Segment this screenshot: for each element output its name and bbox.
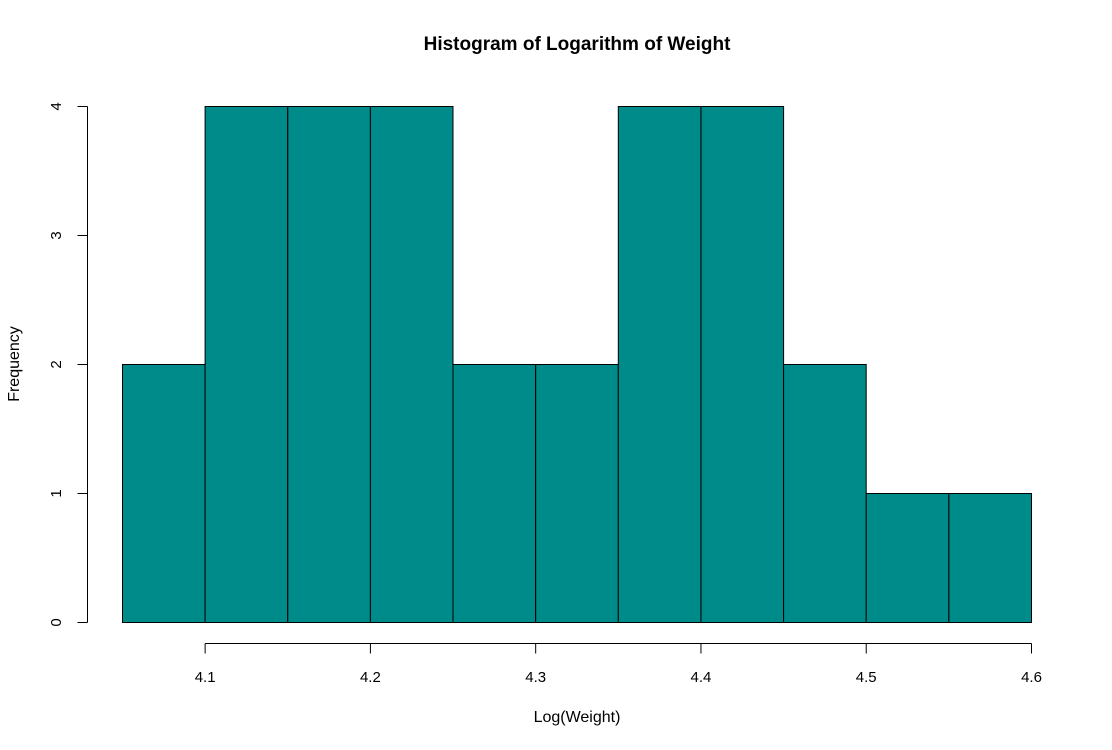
histogram-bar [535, 364, 619, 623]
bars-group [122, 106, 1033, 623]
x-tick-label: 4.6 [1021, 669, 1042, 686]
histogram-bar [617, 106, 702, 623]
x-tick-label: 4.2 [360, 669, 381, 686]
x-tick-label: 4.5 [856, 669, 877, 686]
histogram-bar [287, 106, 371, 623]
y-axis: 0 1 2 3 4 [48, 102, 88, 627]
chart-title: Histogram of Logarithm of Weight [424, 34, 731, 55]
y-tick-label: 1 [48, 489, 65, 497]
histogram-bar [122, 364, 206, 623]
y-axis-label: Frequency [6, 326, 23, 402]
histogram-bar [204, 106, 289, 623]
histogram-bar [948, 493, 1033, 623]
x-axis: 4.1 4.2 4.3 4.4 4.5 4.6 [195, 643, 1042, 686]
x-tick-label: 4.3 [525, 669, 546, 686]
histogram-bar [783, 364, 867, 623]
y-tick-label: 4 [48, 102, 65, 110]
x-tick-label: 4.1 [195, 669, 216, 686]
histogram-bar [369, 106, 454, 623]
histogram-bar [865, 493, 950, 623]
histogram-bar [700, 106, 785, 623]
y-tick-label: 0 [48, 618, 65, 626]
y-tick-label: 3 [48, 231, 65, 239]
x-axis-label: Log(Weight) [534, 709, 621, 726]
y-tick-label: 2 [48, 360, 65, 368]
histogram-bar [452, 364, 537, 623]
x-tick-label: 4.4 [691, 669, 712, 686]
